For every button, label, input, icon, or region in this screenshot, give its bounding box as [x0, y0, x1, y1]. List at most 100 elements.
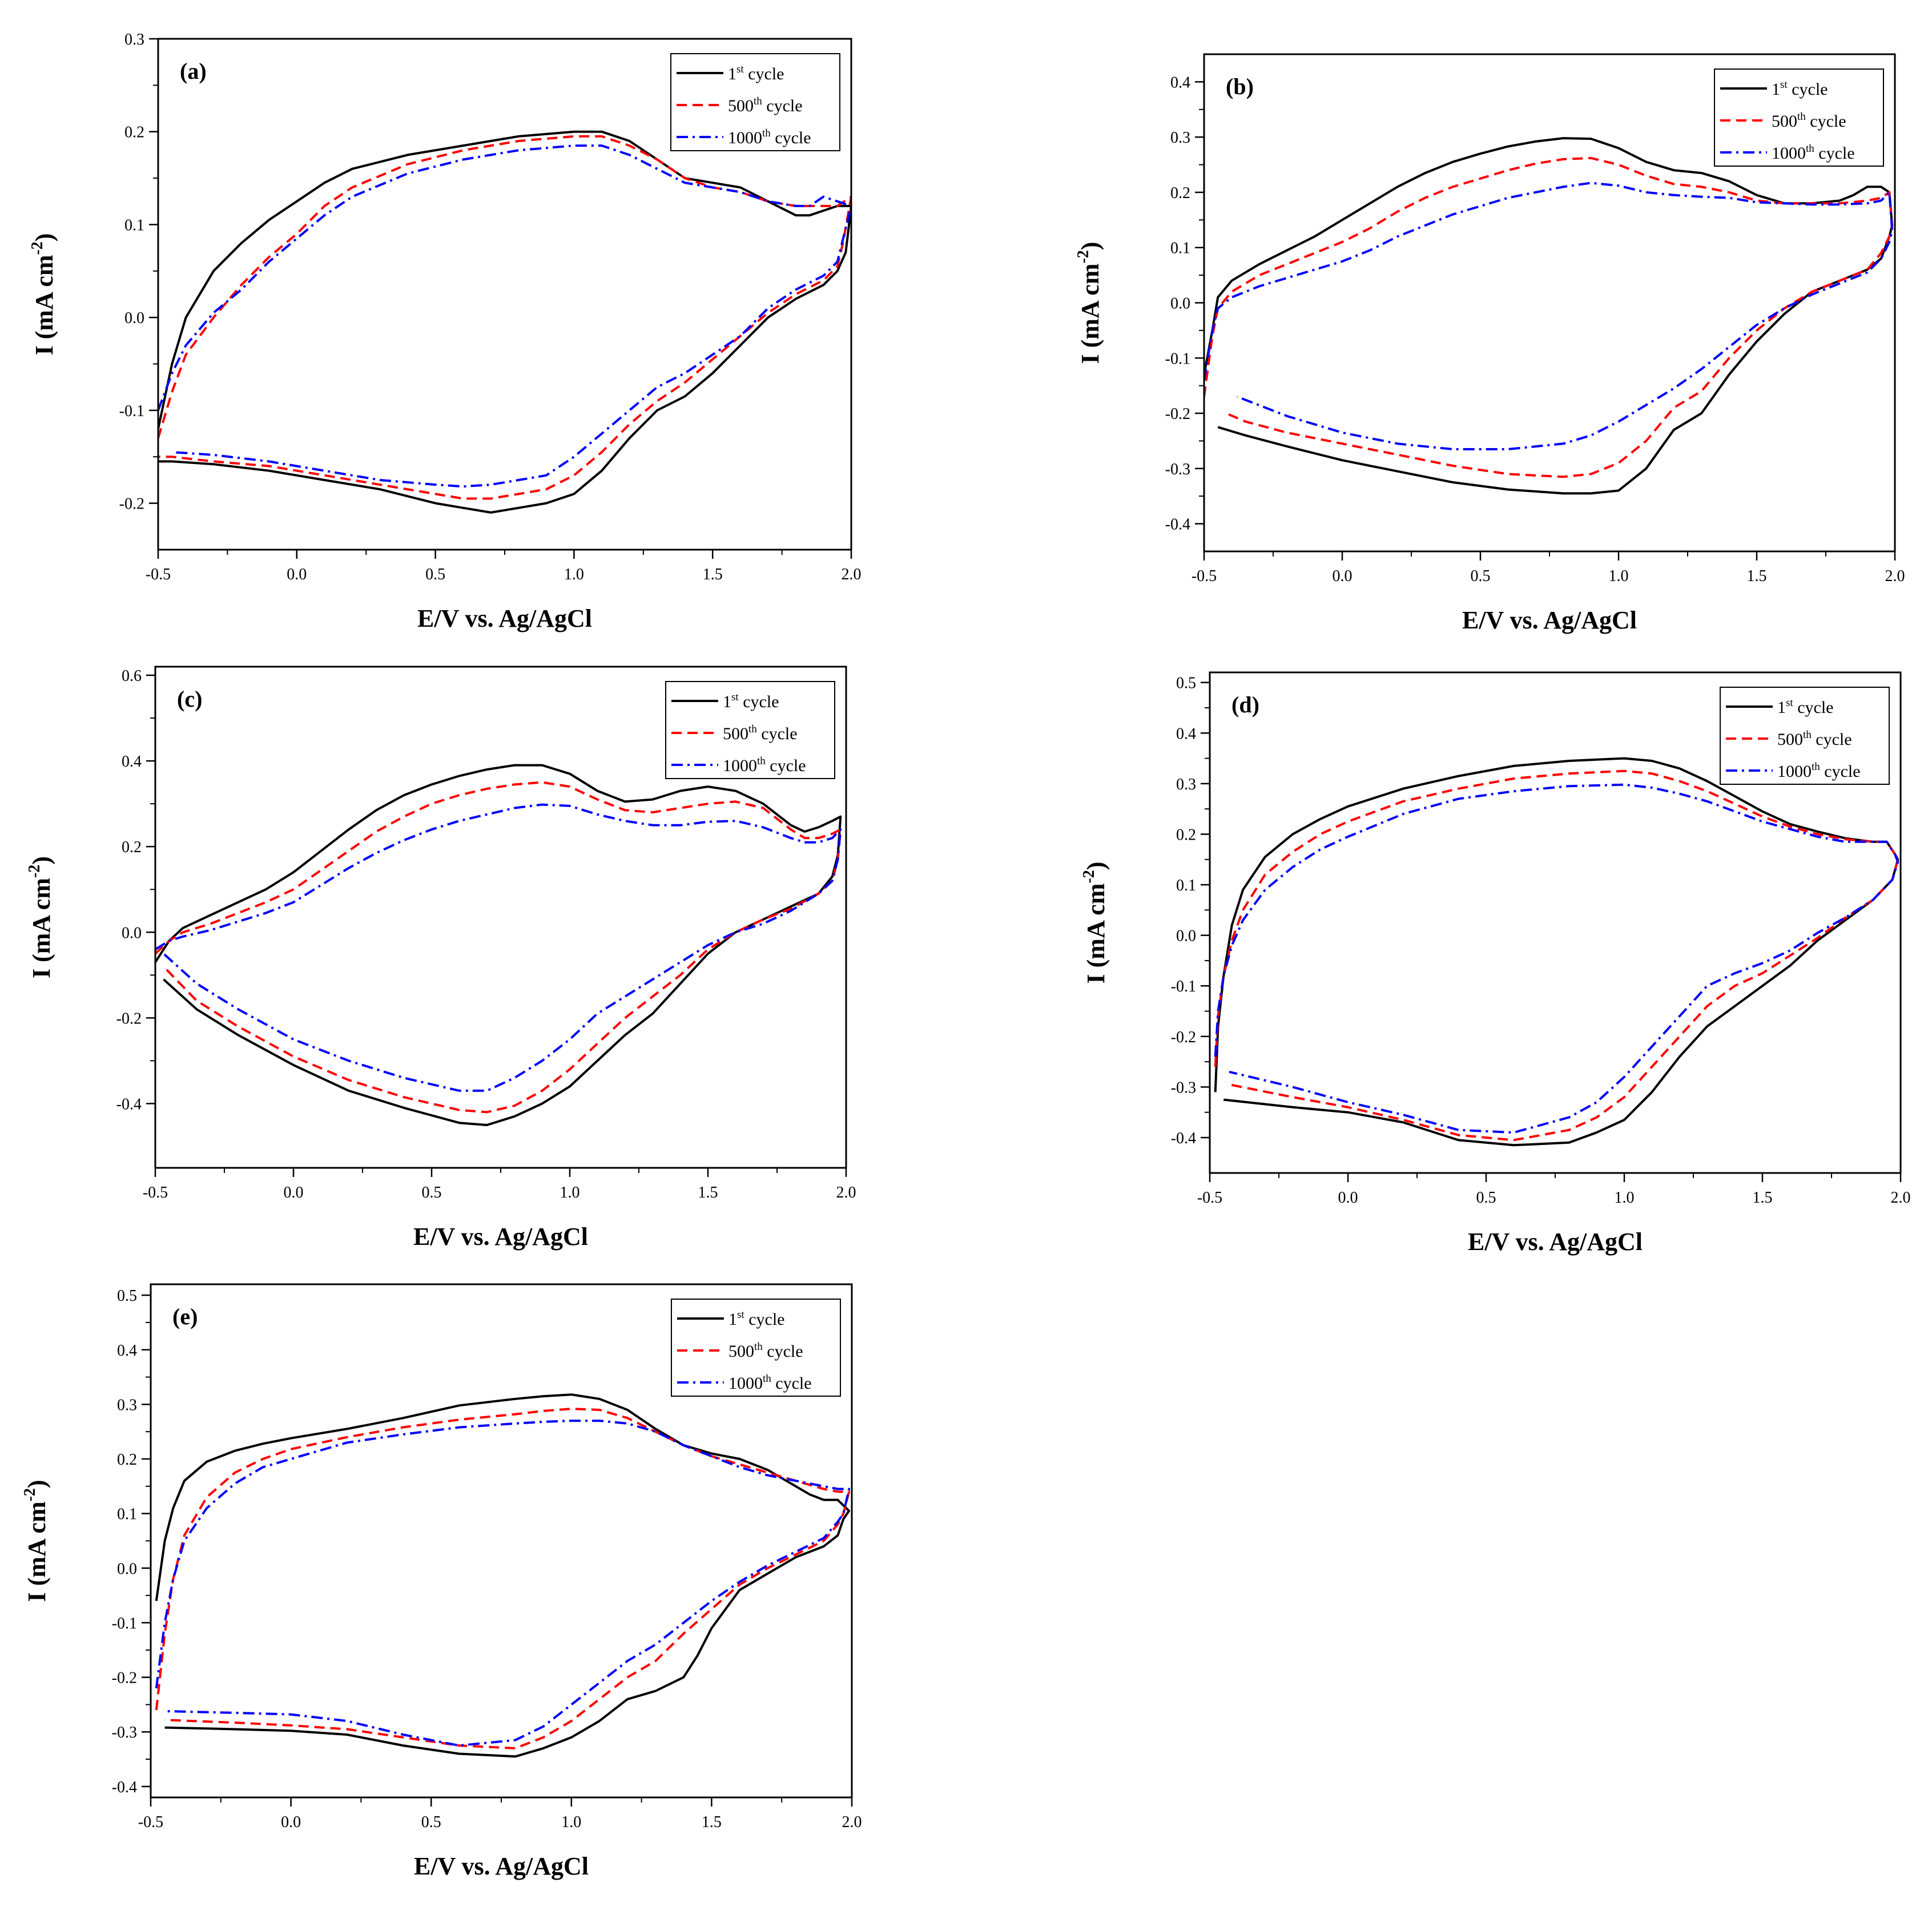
x-tick-label: 1.5 — [698, 1184, 718, 1202]
legend-entry-number: 1000 — [1777, 762, 1812, 781]
legend-entry-sup: th — [754, 95, 762, 107]
y-tick-label: -0.1 — [1171, 978, 1196, 995]
x-axis-title: E/V vs. Ag/AgCl — [413, 1223, 588, 1251]
series-line-cycle1 — [1214, 757, 1899, 1147]
y-tick-label: -0.4 — [1165, 516, 1190, 534]
legend-entry: 500th cycle — [1777, 729, 1852, 749]
legend-box — [1714, 68, 1884, 167]
chart-panel-e: -0.5 0.0 0.5 1.0 1.5 2.0 -0.4 -0.3 -0.2 -0.1 0.0 0.… — [21, 1283, 862, 1880]
y-tick-label: -0.2 — [112, 1670, 137, 1687]
legend-entry-sup: st — [1780, 79, 1788, 91]
legend-entry: 500th cycle — [728, 1341, 803, 1361]
legend-entry-sup: st — [736, 63, 744, 75]
y-axis-title: I (mA cm-2) — [21, 1480, 51, 1602]
x-tick-label: 0.5 — [421, 1813, 441, 1831]
x-tick-label: -0.5 — [146, 566, 171, 583]
x-tick-label: 0.0 — [281, 1813, 301, 1831]
y-tick-label: 0.1 — [1170, 240, 1190, 257]
legend-entry-suffix: cycle — [762, 96, 803, 115]
y-tick-label: -0.3 — [112, 1724, 137, 1741]
legend-entry-number: 1 — [723, 692, 731, 711]
panel-label: (a) — [180, 58, 207, 84]
legend-entry-sup: th — [754, 1341, 763, 1353]
legend-entry-suffix: cycle — [1806, 112, 1846, 131]
y-tick-label: -0.1 — [119, 402, 144, 420]
chart-panel-d: -0.5 0.0 0.5 1.0 1.5 2.0 -0.4 -0.3 -0.2 -0.1 0.0 0.… — [1080, 671, 1911, 1256]
legend-entry-number: 1 — [1777, 698, 1786, 717]
x-tick-label: 0.5 — [1476, 1189, 1496, 1207]
legend-entry: 500th cycle — [1772, 111, 1846, 131]
x-tick-label: 0.5 — [425, 566, 445, 583]
x-tick-label: -0.5 — [138, 1813, 163, 1831]
y-tick-label: -0.3 — [1165, 461, 1190, 478]
legend-entry: 1000th cycle — [728, 1373, 812, 1393]
legend-entry-suffix: cycle — [1793, 698, 1834, 717]
legend-box — [1720, 687, 1890, 785]
y-tick-label: 0.6 — [122, 667, 142, 685]
y-axis-title-main: I (mA cm — [30, 255, 58, 356]
x-tick-label: 2.0 — [842, 566, 862, 583]
plot-frame — [1203, 53, 1896, 553]
legend-entry-number: 1 — [1772, 80, 1780, 99]
y-tick-label: 0.2 — [124, 124, 144, 142]
y-axis-title-main: I (mA cm — [23, 1502, 51, 1602]
plot-frame — [154, 666, 847, 1169]
legend-entry-sup: th — [1797, 111, 1806, 123]
chart-panel-b: -0.5 0.0 0.5 1.0 1.5 2.0 -0.4 -0.3 -0.2 -0.1 0.0 0.… — [1074, 53, 1905, 634]
x-tick-label: 1.5 — [1747, 567, 1767, 585]
y-axis-title: I (mA cm-2) — [26, 856, 55, 978]
legend-entry-suffix: cycle — [771, 1374, 812, 1393]
legend-entry-sup: st — [731, 691, 739, 703]
y-axis-title-close: ) — [1082, 862, 1110, 870]
y-tick-label: -0.4 — [1171, 1130, 1196, 1147]
legend-entry: 1st cycle — [728, 63, 784, 83]
y-tick-label: 0.4 — [1176, 725, 1196, 743]
legend-entry-number: 500 — [723, 724, 748, 743]
y-tick-label: 0.5 — [117, 1287, 137, 1305]
y-tick-label: 0.2 — [1170, 184, 1190, 202]
panel-label: (c) — [177, 686, 202, 712]
y-axis-title-main: I (mA cm — [1076, 264, 1104, 364]
legend-entry-sup: th — [757, 755, 766, 767]
x-axis-title: E/V vs. Ag/AgCl — [417, 604, 592, 632]
legend-entry-number: 1 — [728, 1310, 737, 1329]
x-tick-label: 1.5 — [1753, 1189, 1773, 1207]
series-line-cycle1 — [155, 1393, 851, 1758]
x-tick-label: 0.5 — [422, 1184, 442, 1202]
x-tick-label: 2.0 — [842, 1813, 862, 1831]
legend-entry-suffix: cycle — [744, 64, 784, 83]
legend-entry-number: 500 — [728, 1342, 754, 1361]
y-tick-label: -0.4 — [116, 1095, 142, 1113]
x-axis-title: E/V vs. Ag/AgCl — [414, 1852, 589, 1880]
y-tick-label: 0.2 — [117, 1451, 137, 1469]
legend-entry-suffix: cycle — [1814, 144, 1855, 163]
y-tick-label: -0.1 — [112, 1615, 137, 1632]
y-tick-label: -0.4 — [112, 1779, 137, 1796]
x-tick-label: 2.0 — [1891, 1189, 1911, 1207]
plot-frame — [157, 38, 852, 551]
x-tick-label: 0.5 — [1471, 567, 1491, 585]
x-tick-label: 1.0 — [1615, 1189, 1635, 1207]
y-tick-label: 0.4 — [1170, 74, 1190, 91]
y-tick-label: -0.2 — [1171, 1029, 1196, 1046]
legend-entry-number: 500 — [1777, 730, 1803, 749]
series-line-cycle500 — [1214, 769, 1899, 1142]
series-line-cycle500 — [155, 781, 842, 1114]
y-axis-title-main: I (mA cm — [1082, 884, 1110, 984]
y-tick-label: 0.4 — [117, 1342, 137, 1360]
y-axis-title-sup: -2 — [1074, 250, 1092, 263]
x-tick-label: 1.0 — [561, 1813, 581, 1831]
legend-entry-sup: th — [1806, 143, 1814, 155]
x-tick-label: 0.0 — [284, 1184, 304, 1202]
y-axis-title: I (mA cm-2) — [1074, 242, 1104, 364]
legend-entry-number: 1 — [728, 64, 736, 83]
legend-entry-suffix: cycle — [744, 1310, 785, 1329]
y-tick-label: -0.2 — [1165, 405, 1190, 423]
x-tick-label: -0.5 — [1192, 567, 1217, 585]
legend-entry-sup: st — [1786, 697, 1793, 709]
legend-box — [670, 53, 840, 151]
